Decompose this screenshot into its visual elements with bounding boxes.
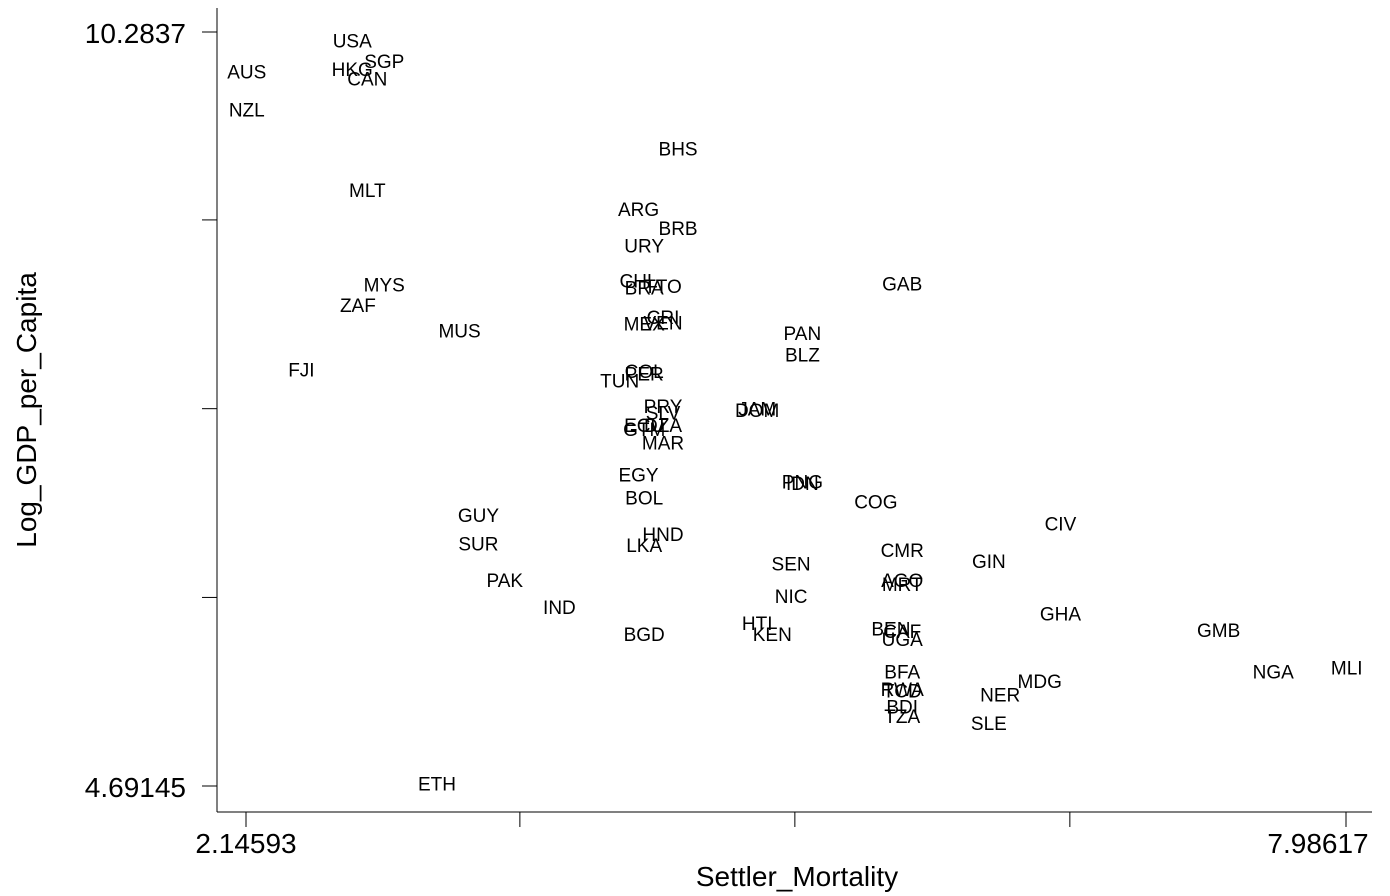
point-label-mus: MUS: [438, 321, 480, 342]
point-label-mrt: MRT: [882, 575, 923, 596]
point-label-civ: CIV: [1045, 514, 1077, 535]
point-label-bol: BOL: [625, 489, 663, 510]
point-label-ken: KEN: [753, 625, 792, 646]
x-tick-label-max: 7.98617: [1267, 828, 1368, 859]
point-label-hnd: HND: [642, 525, 683, 546]
point-label-pan: PAN: [784, 324, 822, 345]
point-label-brb: BRB: [659, 219, 698, 240]
point-label-gtm: GTM: [623, 420, 665, 441]
x-tick-label-min: 2.14593: [195, 828, 296, 859]
point-label-col: COL: [625, 362, 664, 383]
y-tick-label-min: 4.69145: [85, 772, 186, 803]
point-label-pry: PRY: [644, 397, 683, 418]
point-label-fji: FJI: [288, 361, 314, 382]
point-label-ner: NER: [980, 686, 1020, 707]
point-label-caf: CAF: [883, 622, 921, 643]
point-label-lka: LKA: [626, 536, 662, 557]
point-label-chl: CHL: [620, 272, 658, 293]
y-axis: [202, 8, 218, 812]
point-label-mdg: MDG: [1018, 672, 1062, 693]
point-label-ind: IND: [543, 598, 576, 619]
point-label-hkg: HKG: [332, 60, 373, 81]
point-label-cmr: CMR: [881, 541, 924, 562]
point-label-bdi: BDI: [886, 698, 918, 719]
point-label-uga: UGA: [882, 630, 924, 651]
point-label-mlt: MLT: [349, 181, 386, 202]
point-label-cog: COG: [854, 493, 897, 514]
point-label-mli: MLI: [1331, 659, 1363, 680]
point-label-gab: GAB: [882, 274, 922, 295]
point-label-sle: SLE: [971, 714, 1007, 735]
point-label-bfa: BFA: [884, 663, 920, 684]
x-axis: [217, 811, 1372, 827]
point-label-egy: EGY: [618, 466, 658, 487]
point-label-mys: MYS: [364, 276, 405, 297]
point-label-zaf: ZAF: [340, 296, 376, 317]
point-label-dza: DZA: [644, 416, 682, 437]
point-label-ben: BEN: [871, 619, 910, 640]
point-label-mex: MEX: [624, 315, 666, 336]
point-label-cri: CRI: [647, 308, 680, 329]
point-label-sur: SUR: [458, 535, 498, 556]
point-label-sen: SEN: [772, 555, 811, 576]
point-label-dom: DOM: [735, 401, 779, 422]
point-label-ury: URY: [624, 237, 664, 258]
point-label-gmb: GMB: [1197, 621, 1240, 642]
point-label-sgp: SGP: [364, 52, 404, 73]
point-label-hti: HTI: [742, 614, 773, 635]
point-label-jam: JAM: [738, 400, 776, 421]
point-label-aus: AUS: [227, 63, 266, 84]
point-label-bgd: BGD: [624, 625, 665, 646]
y-axis-title: Log_GDP_per_Capita: [11, 272, 42, 548]
y-ticks: [202, 31, 217, 787]
point-label-pak: PAK: [486, 571, 523, 592]
point-label-blz: BLZ: [785, 346, 820, 367]
point-label-slv: SLV: [646, 404, 681, 425]
point-label-tcd: TCD: [883, 681, 922, 702]
y-tick-label-max: 10.2837: [85, 18, 186, 49]
point-label-guy: GUY: [458, 506, 500, 527]
point-label-gha: GHA: [1040, 605, 1082, 626]
point-label-tza: TZA: [884, 707, 920, 728]
x-ticks: [245, 812, 1347, 827]
point-label-can: CAN: [347, 69, 387, 90]
point-label-tto: TTO: [644, 277, 682, 298]
point-label-eth: ETH: [418, 774, 456, 795]
point-label-png: PNG: [782, 472, 823, 493]
point-label-arg: ARG: [618, 200, 659, 221]
point-label-bra: BRA: [625, 278, 664, 299]
point-label-bhs: BHS: [659, 139, 698, 160]
point-label-idn: IDN: [786, 474, 819, 495]
point-label-nic: NIC: [775, 587, 808, 608]
point-label-usa: USA: [333, 32, 372, 53]
point-label-nzl: NZL: [229, 100, 265, 121]
point-label-nga: NGA: [1253, 663, 1295, 684]
point-label-ven: VEN: [643, 313, 682, 334]
point-label-rwa: RWA: [881, 680, 925, 701]
point-label-per: PER: [625, 365, 664, 386]
point-label-tun: TUN: [600, 371, 639, 392]
point-label-ago: AGO: [881, 571, 923, 592]
x-axis-title: Settler_Mortality: [696, 861, 898, 892]
point-label-gin: GIN: [972, 552, 1006, 573]
point-label-mar: MAR: [642, 433, 684, 454]
point-label-ecu: ECU: [624, 416, 664, 437]
